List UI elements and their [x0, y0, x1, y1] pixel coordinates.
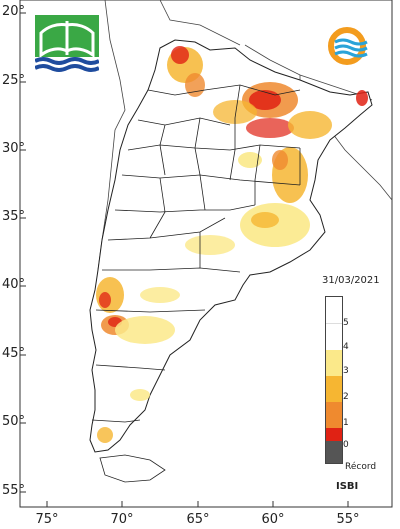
drought-patches — [96, 46, 368, 443]
lon-tick-65: 65° — [186, 512, 210, 527]
legend-colorbar — [325, 296, 343, 464]
lat-tick-40: 40° — [2, 277, 26, 292]
lat-tick-30: 30° — [2, 141, 26, 156]
legend-swatch-3 — [326, 376, 342, 402]
legend-label-3: 3 — [343, 366, 349, 376]
lon-tick-70: 70° — [110, 512, 134, 527]
lat-tick-20: 20° — [2, 4, 26, 19]
legend-swatch-5 — [326, 297, 342, 323]
legend-swatch-2 — [326, 402, 342, 428]
legend-swatch-1 — [326, 428, 342, 441]
index-name: ISBI — [336, 481, 359, 492]
lat-tick-55: 55° — [2, 483, 26, 498]
legend-swatch-record — [326, 441, 342, 463]
lat-tick-50: 50° — [2, 414, 26, 429]
lat-tick-marks — [20, 12, 349, 507]
institute-logo — [328, 27, 368, 65]
lon-tick-55: 55° — [336, 512, 360, 527]
legend-label-4: 4 — [343, 342, 349, 352]
legend-label-2: 2 — [343, 392, 349, 402]
lon-tick-75: 75° — [35, 512, 59, 527]
legend-record-label: Récord — [345, 462, 377, 472]
agency-logo — [35, 15, 99, 72]
map-date: 31/03/2021 — [322, 275, 380, 286]
lon-tick-60: 60° — [261, 512, 285, 527]
lat-tick-45: 45° — [2, 346, 26, 361]
province-borders — [91, 84, 301, 423]
lat-tick-25: 25° — [2, 73, 26, 88]
legend-label-5: 5 — [343, 318, 349, 328]
legend-swatch-4 — [326, 350, 342, 376]
lat-tick-35: 35° — [2, 209, 26, 224]
tierra-del-fuego — [99, 454, 166, 483]
legend-label-1: 1 — [343, 418, 349, 428]
legend-swatch-4a — [326, 323, 342, 350]
legend-label-0: 0 — [343, 440, 349, 450]
